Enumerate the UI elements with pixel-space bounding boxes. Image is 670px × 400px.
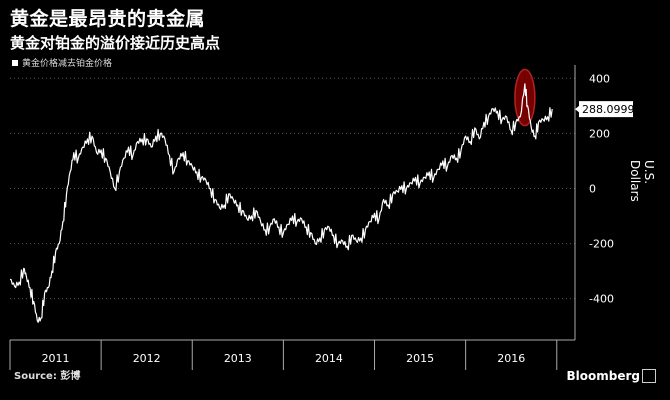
x-tick-label: 2016: [497, 352, 525, 365]
y-tick-label: 400: [589, 72, 610, 85]
x-tick-label: 2015: [406, 352, 434, 365]
x-tick-label: 2014: [315, 352, 343, 365]
last-value-layer: 288.0999: [575, 101, 635, 118]
y-tick-label: 200: [589, 127, 610, 140]
series-line: [9, 83, 553, 323]
grid-lines: [10, 77, 575, 300]
x-tick-label: 2011: [42, 352, 70, 365]
y-axis: 400 200 0 -200 -400: [574, 65, 614, 340]
legend-swatch: [12, 59, 18, 66]
highlight-ellipse: [514, 68, 536, 127]
x-tick-label: 2013: [224, 352, 252, 365]
x-axis: 2011 2012 2013 2014 2015 2016: [9, 339, 575, 370]
chart-title: 黄金是最昂贵的贵金属: [10, 8, 206, 30]
last-value-pointer: [575, 105, 580, 114]
last-value-box: [579, 101, 633, 118]
x-tick-label: 2012: [133, 352, 161, 365]
source-note: Source: 彭博: [14, 371, 81, 382]
brand-name: Bloomberg: [566, 369, 641, 383]
series-layer: [9, 83, 553, 323]
legend-label: 黄金价格减去铂金价格: [22, 59, 113, 69]
y-tick-label: -200: [589, 238, 614, 251]
brand-logo-icon: [642, 369, 656, 383]
y-tick-label: -400: [589, 293, 614, 306]
chart-subtitle: 黄金对铂金的溢价接近历史高点: [10, 34, 221, 52]
y-tick-label: 0: [589, 182, 596, 195]
legend: 黄金价格减去铂金价格: [12, 56, 112, 69]
last-value-label: 288.0999: [582, 103, 635, 116]
highlight-layer: [514, 68, 536, 127]
y-axis-label: U.S. Dollars: [628, 160, 656, 202]
